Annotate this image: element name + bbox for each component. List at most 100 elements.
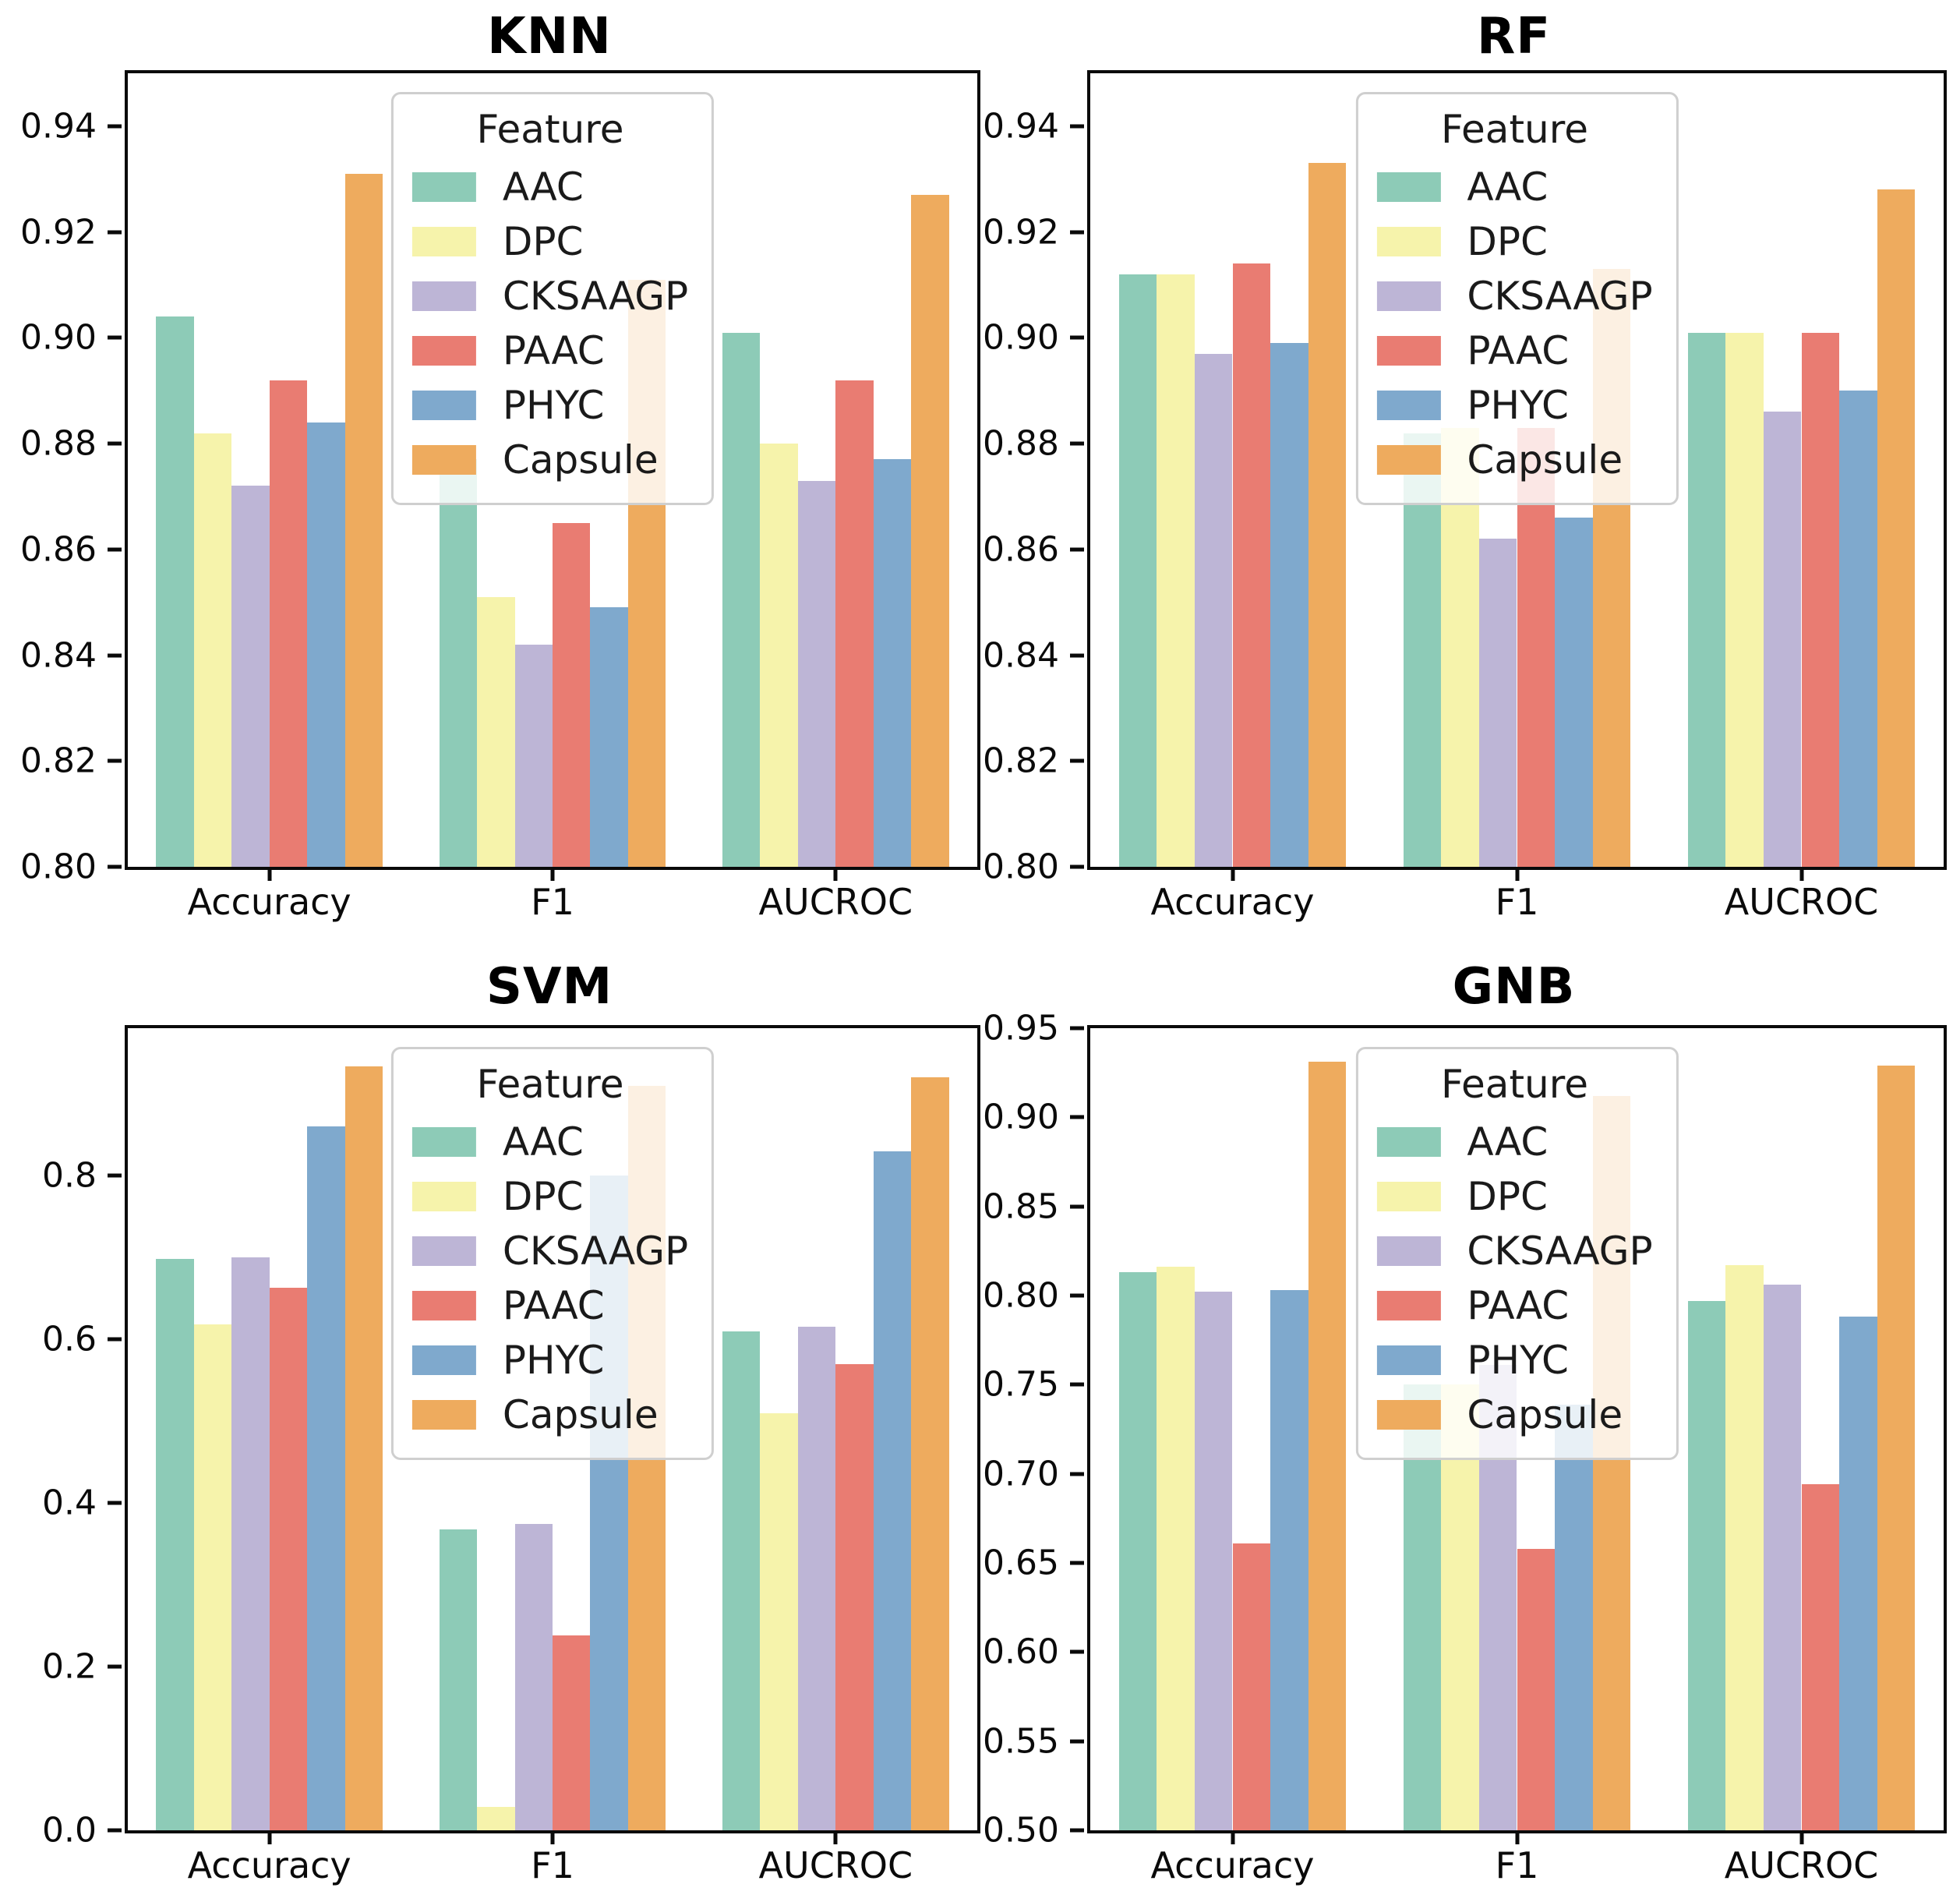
- x-axis-category-label: Accuracy: [1150, 1844, 1315, 1886]
- legend-entry-cksaagp: CKSAAGP: [411, 1224, 689, 1278]
- y-axis-tick: [1070, 1472, 1084, 1476]
- bar-paac-aucroc: [835, 1363, 874, 1830]
- bar-paac-accuracy: [1232, 1543, 1271, 1830]
- legend-label: PAAC: [1467, 1283, 1570, 1328]
- bar-aac-accuracy: [1118, 1272, 1157, 1830]
- y-axis-tick: [1070, 230, 1084, 235]
- legend-entry-dpc: DPC: [1376, 214, 1652, 269]
- bar-aac-f1: [1403, 433, 1442, 867]
- y-axis-tick-label: 0.65: [983, 1543, 1059, 1583]
- legend-entry-paac: PAAC: [411, 323, 688, 378]
- y-axis-tick: [108, 758, 122, 763]
- y-axis-tick: [108, 547, 122, 552]
- legend-swatch-aac: [1376, 172, 1441, 202]
- y-axis-tick: [108, 864, 122, 869]
- bar-dpc-aucroc: [1725, 1265, 1764, 1830]
- y-axis-tick-label: 0.88: [20, 423, 97, 464]
- bar-paac-accuracy: [1232, 263, 1271, 867]
- legend-swatch-aac: [1376, 1127, 1441, 1157]
- bar-paac-aucroc: [1801, 332, 1840, 867]
- bar-paac-f1: [553, 522, 591, 867]
- bar-phyc-accuracy: [1270, 343, 1308, 867]
- legend-swatch-phyc: [411, 391, 476, 420]
- y-axis-tick-label: 0.85: [983, 1186, 1059, 1227]
- y-axis-tick: [108, 1828, 122, 1833]
- bar-capsule-aucroc: [1877, 1066, 1916, 1830]
- bar-dpc-accuracy: [193, 1324, 232, 1830]
- bar-dpc-accuracy: [193, 433, 232, 867]
- y-axis-tick-label: 0.55: [983, 1721, 1059, 1762]
- bar-aac-aucroc: [722, 332, 761, 867]
- bar-paac-f1: [1517, 1548, 1556, 1830]
- bar-paac-accuracy: [269, 1287, 308, 1830]
- y-axis-tick-label: 0.94: [20, 106, 97, 147]
- x-axis-tick: [1515, 867, 1519, 881]
- y-axis-tick-label: 0.94: [983, 106, 1059, 147]
- bar-cksaagp-f1: [514, 644, 553, 867]
- x-axis-category-label: F1: [531, 1844, 574, 1886]
- bar-paac-aucroc: [835, 380, 874, 867]
- y-axis-tick: [1070, 1649, 1084, 1654]
- legend-entry-aac: AAC: [1376, 160, 1652, 214]
- bar-dpc-aucroc: [760, 444, 798, 867]
- bar-cksaagp-aucroc: [1763, 412, 1802, 867]
- legend-entry-aac: AAC: [411, 1115, 688, 1169]
- legend-swatch-dpc: [411, 227, 476, 256]
- legend-title: Feature: [1441, 107, 1588, 152]
- legend-swatch-phyc: [1376, 1345, 1441, 1375]
- x-axis-tick: [550, 867, 555, 881]
- y-axis-tick-label: 0.88: [983, 423, 1059, 464]
- bar-dpc-f1: [477, 1806, 515, 1830]
- legend-label: PAAC: [502, 328, 605, 373]
- legend-label: Capsule: [1467, 437, 1623, 483]
- chart-title-svm: SVM: [486, 958, 613, 1016]
- legend-label: PHYC: [1467, 383, 1569, 428]
- y-axis-tick-label: 0.86: [983, 529, 1059, 570]
- bar-aac-f1: [439, 1529, 478, 1830]
- y-axis-tick-label: 0.84: [983, 635, 1059, 676]
- legend-entry-phyc: PHYC: [411, 378, 688, 433]
- legend-entry-aac: AAC: [411, 160, 688, 214]
- x-axis-category-label: AUCROC: [758, 881, 913, 923]
- y-axis-tick-label: 0.92: [983, 212, 1059, 253]
- bar-capsule-accuracy: [1308, 1062, 1347, 1830]
- bar-cksaagp-aucroc: [797, 480, 836, 867]
- legend-label: CKSAAGP: [502, 1229, 689, 1274]
- legend-swatch-capsule: [1376, 1400, 1441, 1430]
- y-axis-tick-label: 0.75: [983, 1364, 1059, 1405]
- x-axis-category-label: AUCROC: [1724, 1844, 1879, 1886]
- y-axis-tick-label: 0.80: [983, 1275, 1059, 1316]
- plot-area-knn: 0.94 0.92 0.90 0.88 0.86 0.84 0.82 0.80 Accuracy…: [20, 70, 980, 923]
- bar-capsule-accuracy: [1308, 163, 1347, 867]
- bar-aac-aucroc: [1687, 1300, 1726, 1830]
- legend-label: PHYC: [502, 383, 605, 428]
- bar-aac-accuracy: [1118, 274, 1157, 867]
- y-axis-tick-label: 0.80: [983, 847, 1059, 887]
- x-axis-category-label: Accuracy: [187, 881, 351, 923]
- legend-label: DPC: [502, 219, 584, 264]
- y-axis-tick: [1070, 124, 1084, 129]
- y-axis-tick-label: 0.82: [983, 741, 1059, 781]
- x-axis-category-label: AUCROC: [1724, 881, 1879, 923]
- chart-title-gnb: GNB: [1452, 958, 1576, 1016]
- plot-area-svm: 0.8 0.6 0.4 0.2 0.0 Accuracy F1 AUCROC Feature AA…: [42, 1025, 980, 1886]
- legend-entry-dpc: DPC: [411, 1169, 688, 1224]
- x-axis-tick: [1231, 867, 1234, 881]
- bar-aac-aucroc: [722, 1331, 761, 1830]
- y-axis-tick: [108, 1664, 122, 1669]
- y-axis-tick: [1070, 1115, 1084, 1119]
- bar-dpc-accuracy: [1157, 274, 1195, 867]
- legend-label: PAAC: [502, 1283, 605, 1328]
- y-axis-tick-label: 0.82: [20, 741, 97, 781]
- bar-phyc-f1: [1555, 1404, 1593, 1830]
- legend-entry-phyc: PHYC: [1376, 378, 1652, 433]
- bar-phyc-f1: [590, 607, 628, 867]
- x-axis-category-label: F1: [1495, 881, 1539, 923]
- y-axis-tick: [1070, 1293, 1084, 1298]
- legend-entry-phyc: PHYC: [411, 1333, 688, 1388]
- bar-cksaagp-accuracy: [1194, 1292, 1233, 1830]
- legend: Feature AAC DPC CKSAAGP PAAC PHYC Capsule: [390, 1047, 715, 1460]
- y-axis-tick: [1070, 1026, 1084, 1031]
- x-axis-category-label: F1: [1495, 1844, 1539, 1886]
- bar-phyc-accuracy: [307, 422, 345, 867]
